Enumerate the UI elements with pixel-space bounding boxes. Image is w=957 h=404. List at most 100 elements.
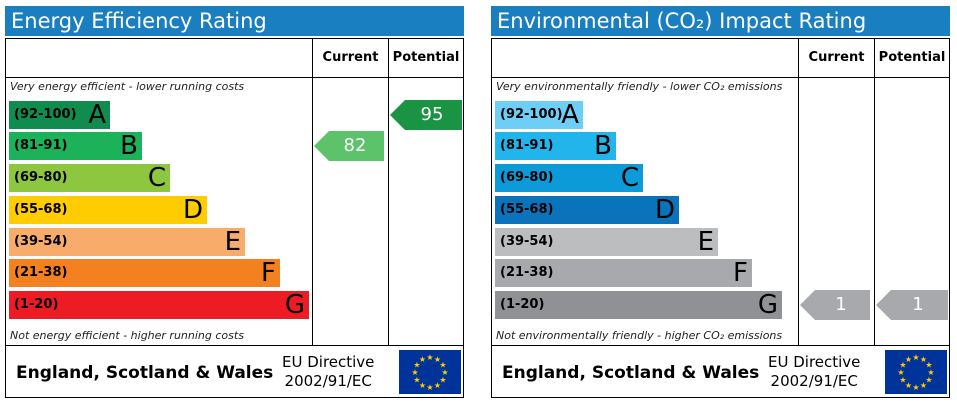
potential-rating-arrow-shape — [390, 100, 462, 130]
divider-potential — [388, 39, 389, 345]
column-header-current: Current — [312, 39, 388, 77]
svg-text:★: ★ — [419, 355, 426, 364]
eu-flag-icon: ★ ★ ★ ★ ★ ★ ★ ★ ★ ★ ★ ★ — [885, 350, 947, 394]
band-g: (1-20) G — [495, 290, 782, 320]
band-range-label: (21-38) — [14, 265, 68, 280]
column-header-potential: Potential — [388, 39, 463, 77]
svg-text:★: ★ — [434, 381, 441, 390]
band-letter-label: F — [261, 258, 276, 288]
column-header-current: Current — [798, 39, 874, 77]
potential-rating-arrow-shape — [876, 290, 948, 320]
rating-table: Current Potential Very energy efficient - … — [5, 38, 464, 398]
current-rating-arrow-shape — [800, 290, 870, 320]
current-rating-arrow-shape — [314, 131, 384, 161]
band-range-label: (1-20) — [14, 297, 59, 312]
svg-text:★: ★ — [411, 368, 418, 377]
svg-text:★: ★ — [413, 361, 420, 370]
svg-text:★: ★ — [925, 361, 932, 370]
current-rating-arrow-value: 1 — [835, 294, 847, 315]
band-letter-label: E — [697, 227, 714, 257]
svg-text:★: ★ — [912, 353, 919, 362]
current-rating-arrow: 82 — [314, 131, 384, 161]
svg-text:★: ★ — [920, 355, 927, 364]
eu-directive-name: EU Directive — [768, 353, 861, 371]
band-letter-label: D — [182, 195, 203, 225]
band-range-label: (69-80) — [14, 170, 68, 185]
svg-text:★: ★ — [899, 361, 906, 370]
divider-potential — [874, 39, 875, 345]
divider-header — [6, 77, 463, 78]
svg-text:★: ★ — [434, 355, 441, 364]
band-range-label: (1-20) — [500, 297, 545, 312]
band-c: (69-80) C — [495, 163, 643, 193]
eu-directive-number: 2002/91/EC — [770, 372, 858, 390]
band-b: (81-91) B — [495, 131, 616, 161]
eu-directive-number: 2002/91/EC — [284, 372, 372, 390]
footer-country: England, Scotland & Wales — [502, 363, 760, 383]
band-f: (21-38) F — [9, 258, 280, 288]
svg-text:★: ★ — [439, 361, 446, 370]
potential-rating-arrow: 1 — [876, 290, 948, 320]
band-letter-label: A — [561, 100, 579, 130]
band-a: (92-100) A — [9, 100, 110, 130]
eu-directive: EU Directive 2002/91/EC — [282, 353, 374, 391]
band-f: (21-38) F — [495, 258, 752, 288]
band-e: (39-54) E — [495, 227, 718, 257]
band-letter-label: F — [733, 258, 748, 288]
svg-text:★: ★ — [920, 381, 927, 390]
eu-directive-name: EU Directive — [282, 353, 375, 371]
svg-text:★: ★ — [413, 376, 420, 385]
band-letter-label: E — [224, 227, 241, 257]
band-range-label: (39-54) — [14, 234, 68, 249]
band-letter-label: A — [88, 100, 106, 130]
potential-rating-arrow: 95 — [390, 100, 462, 130]
column-header-potential: Potential — [874, 39, 949, 77]
svg-text:★: ★ — [925, 376, 932, 385]
potential-rating-arrow-value: 95 — [420, 104, 444, 125]
chart-title: Environmental (CO₂) Impact Rating — [491, 6, 950, 36]
svg-text:★: ★ — [912, 383, 919, 392]
band-e: (39-54) E — [9, 227, 245, 257]
band-range-label: (55-68) — [500, 202, 554, 217]
footer-country: England, Scotland & Wales — [16, 363, 274, 383]
band-d: (55-68) D — [9, 195, 207, 225]
band-range-label: (55-68) — [14, 202, 68, 217]
svg-text:★: ★ — [927, 368, 934, 377]
bottom-note: Not environmentally friendly - higher CO… — [496, 329, 783, 342]
band-range-label: (21-38) — [500, 265, 554, 280]
band-letter-label: C — [147, 163, 166, 193]
divider-current — [798, 39, 799, 345]
svg-text:★: ★ — [905, 355, 912, 364]
energy-efficiency-panel: Energy Efficiency Rating Current Potential… — [5, 6, 466, 399]
band-letter-label: G — [284, 290, 305, 320]
band-range-label: (92-100) — [14, 107, 77, 122]
band-range-label: (81-91) — [14, 138, 68, 153]
band-b: (81-91) B — [9, 131, 142, 161]
band-c: (69-80) C — [9, 163, 170, 193]
rating-table: Current Potential Very environmentally fri… — [491, 38, 950, 398]
divider-footer — [492, 345, 949, 346]
band-letter-label: G — [757, 290, 778, 320]
potential-rating-arrow-value: 1 — [912, 294, 924, 315]
svg-text:★: ★ — [905, 381, 912, 390]
chart-title: Energy Efficiency Rating — [5, 6, 464, 36]
svg-text:★: ★ — [439, 376, 446, 385]
svg-text:★: ★ — [426, 383, 433, 392]
band-letter-label: D — [654, 195, 675, 225]
svg-text:★: ★ — [897, 368, 904, 377]
svg-text:★: ★ — [426, 353, 433, 362]
eu-stars: ★★★★★★★★★ ★ ★★ — [897, 353, 934, 392]
band-range-label: (92-100) — [500, 107, 563, 122]
band-g: (1-20) G — [9, 290, 309, 320]
eu-directive: EU Directive 2002/91/EC — [768, 353, 860, 391]
band-a: (92-100) A — [495, 100, 583, 130]
band-letter-label: B — [120, 131, 138, 161]
environmental-impact-panel: Environmental (CO₂) Impact Rating Current… — [491, 6, 952, 399]
eu-stars: ★★★★★★★★★ ★ ★★ — [411, 353, 448, 392]
top-note: Very energy efficient - lower running co… — [10, 80, 245, 93]
svg-text:★: ★ — [441, 368, 448, 377]
current-rating-arrow-value: 82 — [343, 135, 367, 156]
band-range-label: (39-54) — [500, 234, 554, 249]
bottom-note: Not energy efficient - higher running co… — [10, 329, 244, 342]
top-note: Very environmentally friendly - lower CO… — [496, 80, 783, 93]
